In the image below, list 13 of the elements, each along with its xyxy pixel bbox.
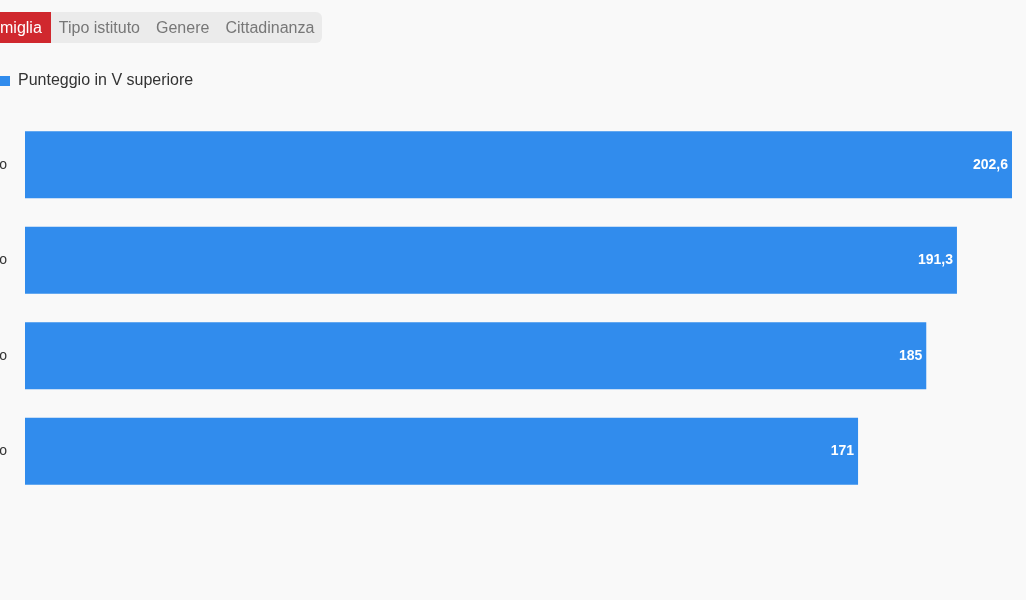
data-label: 202,6 bbox=[972, 155, 1009, 172]
y-tick-label: o bbox=[0, 155, 8, 172]
tab-label: Genere bbox=[155, 18, 211, 38]
y-tick-label: o bbox=[0, 346, 8, 363]
y-tick-label: o bbox=[0, 251, 8, 268]
tab-label: Tipo istituto bbox=[57, 18, 141, 38]
data-label: 185 bbox=[898, 346, 923, 363]
y-tick-label: o bbox=[0, 442, 8, 459]
data-label: 171 bbox=[830, 442, 855, 459]
legend-label: Punteggio in V superiore bbox=[18, 71, 194, 89]
tab-label: miglia bbox=[0, 12, 51, 43]
tab-label: Cittadinanza bbox=[224, 18, 316, 38]
data-label: 191,3 bbox=[917, 251, 954, 268]
